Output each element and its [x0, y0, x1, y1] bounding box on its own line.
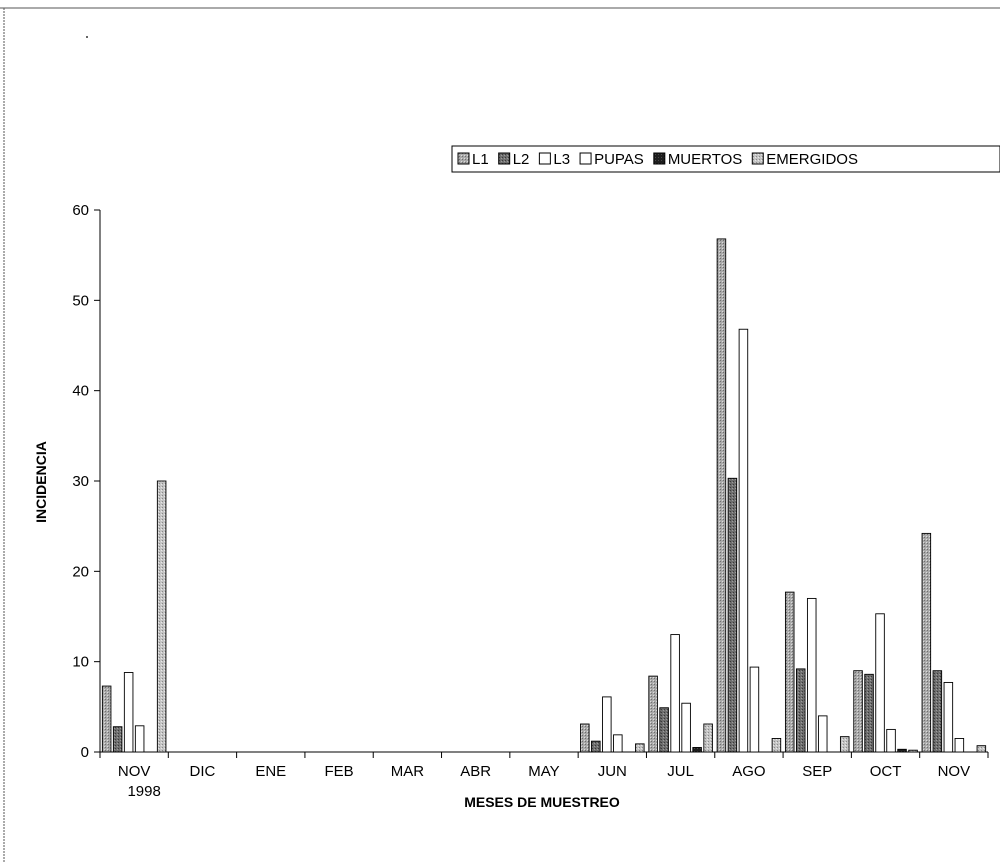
legend-swatch-muertos [653, 152, 666, 165]
legend-label-pupas: PUPAS [594, 151, 644, 168]
bar-muertos-11 [897, 748, 907, 753]
bar-emergidos-12 [976, 745, 987, 753]
bar-pupas-11 [886, 728, 896, 753]
bar-pupas-8 [681, 702, 691, 753]
bar-emergidos-0 [156, 480, 167, 753]
y-tick-label-50: 50 [72, 292, 89, 309]
plot-area: 0 10 20 30 40 50 60 NOV 1998 DIC ENE FEB MAR ABR MAY JU… [72, 202, 989, 800]
bar-l1-11 [853, 670, 863, 753]
y-tick-label-40: 40 [72, 383, 89, 400]
bar-l3-12 [943, 681, 954, 753]
bar-emergidos-7 [635, 743, 645, 753]
x-tick-label-11: OCT [870, 763, 902, 780]
legend: L1 L2 L3 PUPAS MUERTOS EMERGIDOS [451, 145, 1000, 173]
x-tick-label-7: JUN [598, 763, 627, 780]
bar-pupas-0 [134, 725, 145, 753]
bar-l2-12 [932, 670, 943, 753]
bar-l3-11 [875, 613, 885, 753]
x-tick-label-12: NOV [938, 763, 971, 780]
bar-l2-11 [864, 673, 874, 753]
legend-swatch-pupas [579, 152, 592, 165]
legend-label-muertos: MUERTOS [668, 151, 742, 168]
legend-label-l1: L1 [472, 151, 489, 168]
bar-pupas-12 [954, 738, 965, 753]
stray-mark [86, 36, 88, 38]
legend-label-emergidos: EMERGIDOS [766, 151, 858, 168]
bar-l1-10 [784, 591, 795, 753]
legend-swatch-l3 [538, 152, 551, 165]
x-tick-label-9: AGO [732, 763, 765, 780]
bar-l1-0 [101, 685, 112, 753]
x-tick-label-0: NOV [118, 763, 151, 780]
bar-emergidos-10 [839, 736, 850, 753]
bar-l1-8 [648, 675, 658, 753]
bar-pupas-9 [749, 666, 760, 753]
x-tick-label-10: SEP [802, 763, 832, 780]
y-tick-label-30: 30 [72, 473, 89, 490]
x-tick-label-1: DIC [190, 763, 216, 780]
bar-l2-10 [795, 668, 806, 753]
y-tick-label-0: 0 [81, 744, 89, 761]
bar-muertos-8 [692, 747, 702, 753]
bar-pupas-7 [613, 734, 623, 753]
bar-l3-0 [123, 672, 134, 753]
bar-l3-9 [738, 328, 749, 753]
bar-emergidos-9 [771, 738, 782, 753]
bar-l3-7 [602, 696, 612, 753]
bar-l1-12 [921, 532, 932, 753]
y-tick-label-20: 20 [72, 563, 89, 580]
x-tick-label-5: ABR [460, 763, 491, 780]
bar-l2-9 [727, 477, 738, 753]
legend-swatch-l2 [498, 152, 511, 165]
bar-l1-9 [716, 238, 727, 753]
x-axis-title: MESES DE MUESTREO [464, 794, 620, 810]
y-tick-label-60: 60 [72, 202, 89, 219]
y-tick-label-10: 10 [72, 654, 89, 671]
bar-l1-7 [580, 723, 590, 753]
y-axis-title: INCIDENCIA [33, 441, 49, 523]
legend-label-l2: L2 [513, 151, 530, 168]
bar-l2-0 [112, 726, 123, 753]
bar-emergidos-8 [703, 723, 713, 753]
x-tick-label-3: FEB [324, 763, 353, 780]
x-tick-label-4: MAR [391, 763, 425, 780]
x-tick-label-8: JUL [667, 763, 694, 780]
bar-l3-8 [670, 634, 680, 753]
bar-l2-8 [659, 707, 669, 753]
bar-l3-10 [806, 597, 817, 753]
x-tick-label-6: MAY [528, 763, 559, 780]
legend-label-l3: L3 [553, 151, 570, 168]
bar-emergidos-11 [908, 749, 918, 753]
legend-swatch-l1 [457, 152, 470, 165]
bar-pupas-10 [817, 715, 828, 753]
bar-l2-7 [591, 740, 601, 753]
legend-swatch-emergidos [751, 152, 764, 165]
x-tick-label-2: ENE [255, 763, 286, 780]
x-tick-sublabel-0: 1998 [127, 783, 160, 800]
